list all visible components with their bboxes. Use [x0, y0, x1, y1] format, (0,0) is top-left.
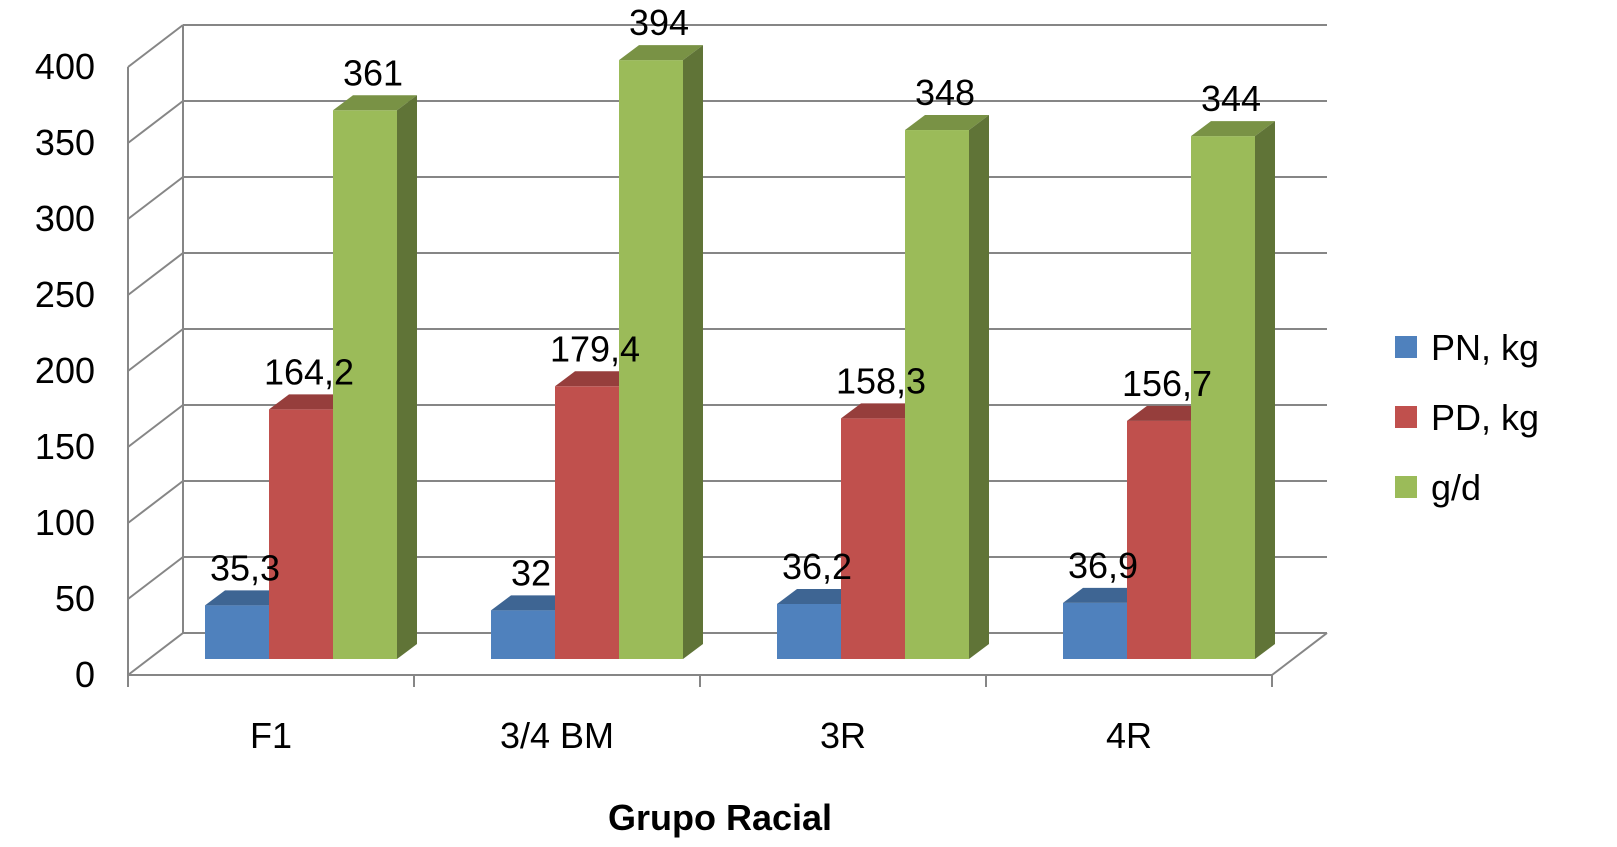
bar-top: [841, 403, 925, 419]
x-tick-label: 3/4 BM: [500, 715, 614, 756]
x-tick-label: 4R: [1106, 715, 1152, 756]
gridline-side: [127, 556, 184, 600]
y-tick-label: 350: [35, 122, 95, 163]
bar-top: [1063, 587, 1147, 603]
legend-swatch: [1395, 406, 1417, 428]
bar-top: [269, 394, 353, 410]
y-tick-label: 0: [75, 654, 95, 695]
legend-item: PD, kg: [1395, 397, 1539, 438]
legend-item: g/d: [1395, 467, 1481, 508]
bar-front: [491, 610, 555, 659]
bar-front: [777, 603, 841, 659]
x-tick-label: 3R: [820, 715, 866, 756]
bar-front: [333, 110, 397, 659]
floor-edge: [1271, 632, 1328, 676]
bar-top: [491, 595, 575, 611]
gridline-side: [127, 632, 184, 676]
legend-label: PN, kg: [1431, 327, 1539, 368]
data-label: 36,2: [782, 546, 852, 587]
bar-side: [969, 115, 989, 660]
x-tick-label: F1: [250, 715, 292, 756]
gridline-side: [127, 24, 184, 68]
data-label: 348: [915, 72, 975, 113]
legend-label: PD, kg: [1431, 397, 1539, 438]
bar-top: [1191, 121, 1275, 137]
data-label: 36,9: [1068, 545, 1138, 586]
data-label: 164,2: [264, 351, 354, 392]
data-label: 394: [629, 2, 689, 43]
y-tick-label: 400: [35, 46, 95, 87]
legend-item: PN, kg: [1395, 327, 1539, 368]
data-label: 156,7: [1122, 363, 1212, 404]
y-tick-label: 300: [35, 198, 95, 239]
bar-front: [555, 386, 619, 659]
data-label: 344: [1201, 78, 1261, 119]
bar-top: [555, 371, 639, 387]
legend: PN, kg PD, kg g/d: [1395, 327, 1539, 508]
x-axis: F1 3/4 BM 3R 4R: [127, 674, 1273, 756]
bar-3-2: [619, 45, 703, 660]
bar-side: [1255, 121, 1275, 660]
bar-front: [205, 605, 269, 659]
bar-top: [619, 45, 703, 61]
data-label: 158,3: [836, 360, 926, 401]
gridline-side: [127, 252, 184, 296]
bar-top: [1127, 405, 1211, 421]
gridline-side: [127, 480, 184, 524]
y-axis: 0 50 100 150 200 250 300 350 400: [35, 46, 95, 695]
data-label: 361: [343, 52, 403, 93]
y-tick-label: 200: [35, 350, 95, 391]
gridline-side: [127, 176, 184, 220]
y-tick-label: 50: [55, 578, 95, 619]
bar-top: [333, 95, 417, 111]
bar-3-1: [333, 95, 417, 659]
legend-swatch: [1395, 476, 1417, 498]
y-tick-label: 250: [35, 274, 95, 315]
data-labels-layer: 35,3 164,2 361 32 179,4 394 36,2 158,3 348 36,9 15…: [210, 2, 1261, 593]
bar-front: [1063, 602, 1127, 659]
gridline-side: [127, 404, 184, 448]
y-tick-label: 150: [35, 426, 95, 467]
legend-swatch: [1395, 336, 1417, 358]
bar-side: [397, 95, 417, 659]
bar-front: [1127, 420, 1191, 659]
bar-front: [269, 409, 333, 659]
data-label: 179,4: [550, 328, 640, 369]
bar-top: [777, 588, 861, 604]
data-label: 35,3: [210, 547, 280, 588]
bar-3-4: [1191, 121, 1275, 660]
bar-front: [619, 60, 683, 660]
bar-side: [683, 45, 703, 660]
bar-top: [205, 590, 289, 606]
gridline-side: [127, 100, 184, 144]
bars-layer: [205, 45, 1275, 660]
x-axis-title: Grupo Racial: [608, 797, 832, 838]
bar-3-3: [905, 115, 989, 660]
bar-front: [905, 130, 969, 660]
bar-front: [841, 418, 905, 659]
legend-label: g/d: [1431, 467, 1481, 508]
data-label: 32: [511, 552, 551, 593]
y-tick-label: 100: [35, 502, 95, 543]
gridline-side: [127, 328, 184, 372]
bar-front: [1191, 136, 1255, 659]
bar-top: [905, 115, 989, 131]
